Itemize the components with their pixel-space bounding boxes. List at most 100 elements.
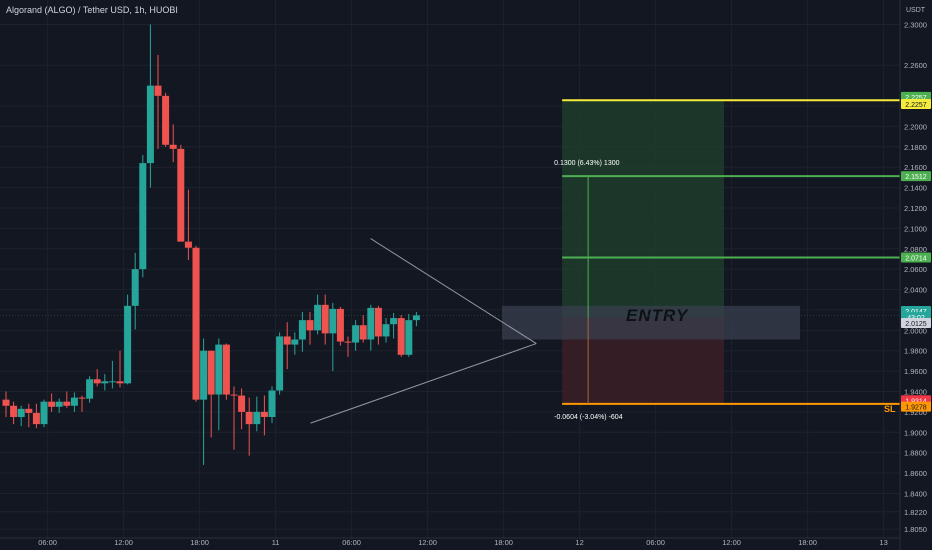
candle-body[interactable] (48, 401, 56, 407)
candle-body[interactable] (390, 318, 398, 325)
candle-body[interactable] (230, 394, 238, 396)
candle-body[interactable] (55, 401, 63, 407)
profit-zone (562, 100, 724, 318)
y-tick-label: 2.2600 (904, 61, 927, 70)
lower-trendline[interactable] (310, 343, 537, 424)
x-tick-label: 06:00 (646, 538, 665, 547)
x-tick-label: 18:00 (798, 538, 817, 547)
profit-label: 0.1300 (6.43%) 1300 (554, 160, 619, 167)
candle-body[interactable] (70, 397, 78, 406)
price-tag-label: 2.2257 (905, 102, 927, 109)
candle-body[interactable] (215, 344, 223, 395)
candle-body[interactable] (336, 308, 344, 342)
y-tick-label: 1.8220 (904, 508, 927, 517)
price-tag (901, 252, 931, 263)
candle-body[interactable] (169, 144, 177, 149)
candle-body[interactable] (306, 320, 314, 331)
candle-body[interactable] (146, 85, 154, 164)
candle-body[interactable] (162, 95, 170, 145)
y-tick-label: 1.8400 (904, 489, 927, 498)
candle-body[interactable] (139, 163, 147, 270)
upper-trendline[interactable] (370, 238, 537, 345)
candle-body[interactable] (253, 411, 261, 425)
candle-body[interactable] (131, 269, 139, 306)
price-tag (901, 171, 931, 182)
candle-body[interactable] (276, 336, 284, 391)
price-axis[interactable] (900, 0, 932, 550)
y-tick-label: 2.0400 (904, 286, 927, 295)
x-tick-label: 06:00 (342, 538, 361, 547)
price-tag-label: 2.0714 (905, 256, 927, 263)
candle-body[interactable] (86, 379, 94, 399)
x-tick-label: 18:00 (190, 538, 209, 547)
price-tag-label: 1.9278 (905, 405, 927, 412)
candle-body[interactable] (238, 395, 246, 412)
candle-body[interactable] (260, 411, 268, 417)
x-tick-label: 12 (575, 538, 583, 547)
y-tick-label: 1.9800 (904, 347, 927, 356)
time-axis[interactable] (0, 538, 900, 550)
candle-body[interactable] (344, 341, 352, 343)
currency-label: USDT (906, 7, 926, 14)
candle-body[interactable] (245, 411, 253, 425)
candle-body[interactable] (40, 401, 48, 425)
y-tick-label: 1.9600 (904, 367, 927, 376)
candle-body[interactable] (25, 408, 33, 413)
y-tick-label: 2.0800 (904, 245, 927, 254)
candle-body[interactable] (397, 318, 405, 355)
y-tick-label: 2.0000 (904, 326, 927, 335)
candle-body[interactable] (32, 412, 40, 425)
price-tag-label: 2.0125 (905, 321, 927, 328)
entry-zone[interactable] (502, 305, 800, 340)
candle-body[interactable] (367, 307, 375, 340)
candle-body[interactable] (352, 325, 360, 343)
candle-body[interactable] (382, 324, 390, 337)
candle-body[interactable] (2, 399, 10, 406)
x-tick-label: 12:00 (722, 538, 741, 547)
x-tick-label: 12:00 (114, 538, 133, 547)
candle-body[interactable] (10, 405, 18, 417)
candle-body[interactable] (116, 381, 124, 384)
x-tick-label: 12:00 (418, 538, 437, 547)
candle-body[interactable] (374, 307, 382, 337)
candle-body[interactable] (124, 305, 132, 384)
candle-body[interactable] (101, 381, 109, 384)
candle-body[interactable] (283, 336, 291, 345)
candle-body[interactable] (405, 320, 413, 355)
candle-body[interactable] (412, 315, 420, 321)
candle-body[interactable] (314, 304, 322, 331)
y-tick-label: 2.2000 (904, 122, 927, 131)
loss-label: -0.0604 (-3.04%) -604 (554, 414, 623, 421)
candle-body[interactable] (207, 350, 215, 395)
candle-body[interactable] (200, 350, 208, 400)
y-tick-label: 2.0600 (904, 265, 927, 274)
candle-body[interactable] (359, 325, 367, 340)
candle-body[interactable] (298, 320, 306, 340)
y-tick-label: 1.9000 (904, 428, 927, 437)
y-tick-label: 1.8800 (904, 449, 927, 458)
candle-body[interactable] (17, 408, 25, 417)
candle-body[interactable] (93, 379, 101, 384)
candle-body[interactable] (63, 401, 71, 406)
candle-body[interactable] (291, 339, 299, 345)
candle-body[interactable] (268, 390, 276, 417)
candle-body[interactable] (329, 308, 337, 334)
x-tick-label: 11 (272, 538, 280, 547)
y-tick-label: 1.9200 (904, 408, 927, 417)
candle-body[interactable] (78, 397, 86, 399)
candle-body[interactable] (192, 247, 200, 400)
candle-body[interactable] (108, 381, 116, 383)
candle-body[interactable] (154, 85, 162, 96)
price-tag (901, 317, 931, 328)
candle-body[interactable] (177, 148, 185, 242)
x-tick-label: 18:00 (494, 538, 513, 547)
sl-label: SL (884, 404, 896, 414)
candle-body[interactable] (222, 344, 230, 395)
price-tag (901, 98, 931, 109)
y-tick-label: 2.1600 (904, 163, 927, 172)
candle-body[interactable] (321, 304, 329, 334)
price-tag (901, 401, 931, 412)
candle-body[interactable] (184, 241, 192, 248)
price-tag-label: 2.2257 (905, 95, 927, 102)
